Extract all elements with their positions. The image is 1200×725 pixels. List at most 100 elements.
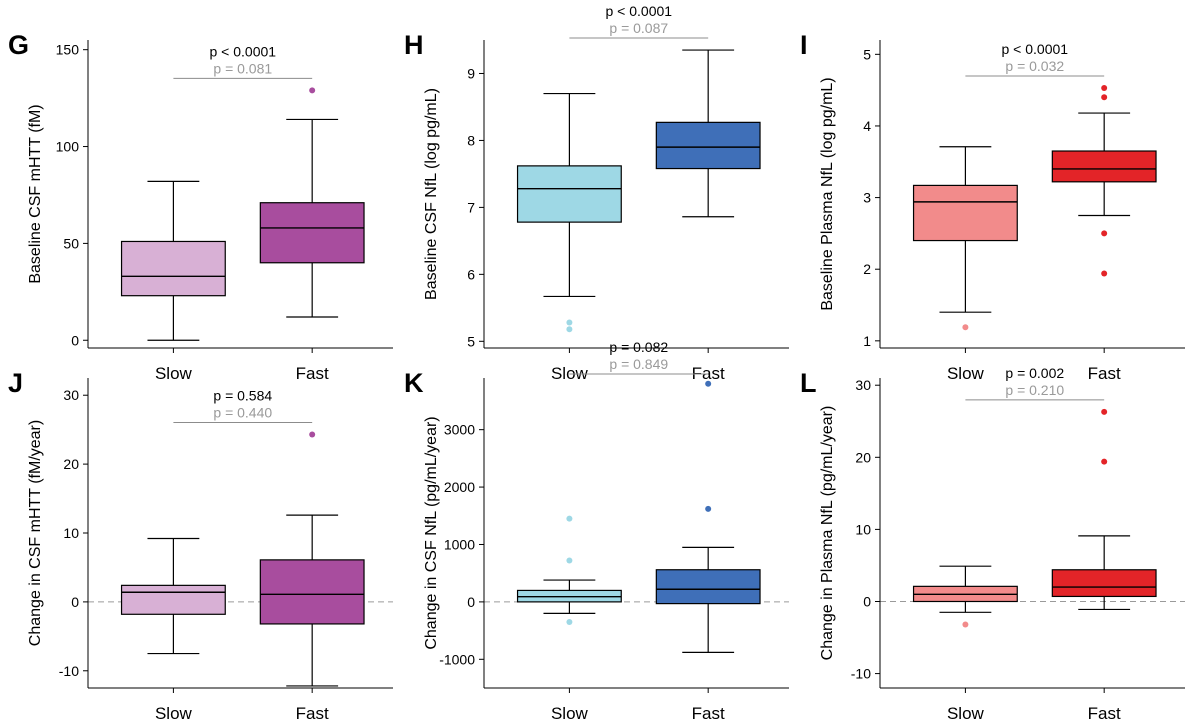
x-category-label-fast: Fast (1088, 704, 1121, 723)
outlier-point (566, 618, 573, 625)
y-tick-label: 5 (467, 333, 475, 349)
panel-letter: G (8, 30, 29, 60)
y-axis-title: Baseline CSF NfL (log pg/mL) (423, 88, 440, 300)
y-tick-label: 3000 (444, 422, 475, 438)
p-value-secondary: p = 0.440 (213, 404, 272, 420)
outlier-point (705, 505, 712, 512)
outlier-point (1101, 230, 1108, 237)
p-value-secondary: p = 0.849 (609, 356, 668, 372)
iqr-box (120, 240, 226, 297)
iqr-box (259, 559, 365, 625)
y-tick-label: 2 (863, 261, 871, 277)
y-tick-label: -1000 (439, 651, 475, 667)
x-category-label-slow: Slow (947, 704, 985, 723)
y-tick-label: 5 (863, 46, 871, 62)
x-category-label-fast: Fast (692, 364, 725, 383)
x-category-label-slow: Slow (551, 704, 589, 723)
box-slow (120, 180, 226, 341)
outlier-point (1101, 458, 1108, 465)
y-axis-title: Baseline Plasma NfL (log pg/mL) (819, 77, 836, 310)
iqr-box (120, 584, 226, 615)
outlier-point (309, 87, 316, 94)
box-fast (655, 49, 761, 218)
y-tick-label: 1 (863, 333, 871, 349)
y-tick-label: 150 (56, 42, 80, 58)
panel-letter: I (800, 30, 808, 60)
y-axis-title: Change in CSF NfL (pg/mL/year) (423, 416, 440, 649)
y-tick-label: 6 (467, 266, 475, 282)
iqr-box (1051, 569, 1157, 598)
iqr-box (655, 569, 761, 605)
outlier-point (1101, 408, 1108, 415)
panel-letter: H (404, 30, 424, 60)
p-value-secondary: p = 0.210 (1005, 382, 1064, 398)
y-tick-label: 3 (863, 190, 871, 206)
p-value-secondary: p = 0.087 (609, 20, 668, 36)
box-fast (1051, 84, 1157, 277)
x-category-label-fast: Fast (692, 704, 725, 723)
y-tick-label: 0 (863, 593, 871, 609)
p-value-secondary: p = 0.081 (213, 60, 272, 76)
y-tick-label: 8 (467, 132, 475, 148)
p-value-secondary: p = 0.032 (1005, 58, 1064, 74)
iqr-box (655, 121, 761, 170)
p-value: p = 0.002 (1005, 365, 1064, 381)
outlier-point (1101, 270, 1108, 277)
y-tick-label: 7 (467, 199, 475, 215)
outlier-point (566, 557, 573, 564)
y-tick-label: 30 (855, 377, 871, 393)
outlier-point (566, 515, 573, 522)
panel-letter: J (8, 368, 23, 398)
x-category-label-fast: Fast (296, 704, 329, 723)
outlier-point (566, 326, 573, 333)
x-category-label-slow: Slow (947, 364, 985, 383)
box-fast (1051, 408, 1157, 611)
y-tick-label: 2000 (444, 479, 475, 495)
outlier-point (705, 380, 712, 387)
box-slow (120, 537, 226, 655)
panel-k: -1000 0 1000 2000 3000 Slow Fast Change in CSF … (404, 339, 789, 723)
y-tick-label: 0 (71, 594, 79, 610)
x-category-label-slow: Slow (155, 704, 193, 723)
p-value: p < 0.0001 (606, 3, 673, 19)
outlier-point (1101, 84, 1108, 91)
panel-j: -10 0 10 20 30 Slow Fast Change in CSF mHTT (fM… (8, 368, 393, 723)
p-value: p = 0.584 (213, 387, 272, 403)
panel-letter: L (800, 368, 817, 398)
box-slow (912, 565, 1018, 628)
y-tick-label: 10 (63, 525, 79, 541)
box-fast (259, 431, 365, 687)
y-tick-label: 10 (855, 521, 871, 537)
y-tick-label: 20 (63, 456, 79, 472)
box-slow (516, 515, 622, 625)
iqr-box (259, 202, 365, 264)
y-tick-label: 0 (467, 594, 475, 610)
box-fast (259, 87, 365, 318)
y-tick-label: -10 (59, 663, 79, 679)
panel-i: 1 2 3 4 5 Slow Fast Baseline Plasma NfL (log pg… (800, 30, 1185, 383)
outlier-point (962, 324, 969, 331)
outlier-point (566, 319, 573, 326)
iqr-box (516, 165, 622, 223)
iqr-box (1051, 150, 1157, 183)
box-fast (655, 380, 761, 654)
y-axis-title: Baseline CSF mHTT (fM) (27, 104, 44, 283)
iqr-box (912, 184, 1018, 242)
p-value: p < 0.0001 (1002, 41, 1069, 57)
y-tick-label: 20 (855, 449, 871, 465)
y-tick-label: 100 (56, 139, 80, 155)
p-value: p < 0.0001 (210, 43, 277, 59)
y-axis-title: Change in CSF mHTT (fM/year) (27, 420, 44, 646)
box-slow (516, 92, 622, 333)
y-tick-label: 50 (63, 235, 79, 251)
y-tick-label: 1000 (444, 536, 475, 552)
panel-g: 0 50 100 150 Slow Fast Baseline CSF mHTT (fM) G… (8, 30, 393, 383)
